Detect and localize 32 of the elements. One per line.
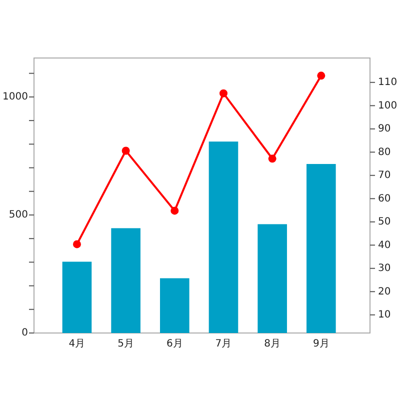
y2-tick-label: 20 <box>378 286 391 298</box>
y-tick-label: 1000 <box>2 92 28 103</box>
bar <box>208 142 238 333</box>
point <box>72 240 81 248</box>
x-tick-label: 5月 <box>118 338 134 350</box>
x-tick-label: 9月 <box>312 338 330 350</box>
point <box>268 154 276 163</box>
y2-tick-label: 50 <box>378 216 391 228</box>
y2-tick-label: 100 <box>378 100 398 112</box>
y2-tick-label: 30 <box>378 263 391 274</box>
point <box>170 206 179 215</box>
y2-tick-label: 60 <box>378 193 391 204</box>
y2-tick-label: 10 <box>378 310 391 321</box>
bar <box>258 224 287 333</box>
y2-tick-label: 80 <box>378 146 391 158</box>
x-tick-label: 6月 <box>166 338 183 350</box>
x-tick-label: 7月 <box>215 338 232 350</box>
point <box>219 89 228 98</box>
point <box>122 146 130 155</box>
bar <box>160 278 190 333</box>
bar <box>62 262 92 333</box>
x-tick-label: 8月 <box>264 338 281 350</box>
bar <box>306 164 336 333</box>
point <box>317 72 326 80</box>
y2-tick-label: 40 <box>378 240 391 251</box>
y-tick-label: 500 <box>8 210 28 221</box>
bar <box>111 228 140 333</box>
x-tick-label: 4月 <box>68 338 86 350</box>
y2-tick-label: 110 <box>378 77 398 88</box>
y2-tick-label: 90 <box>378 124 391 135</box>
y2-tick-label: 70 <box>378 170 391 182</box>
y-tick-label: 0 <box>22 328 28 339</box>
